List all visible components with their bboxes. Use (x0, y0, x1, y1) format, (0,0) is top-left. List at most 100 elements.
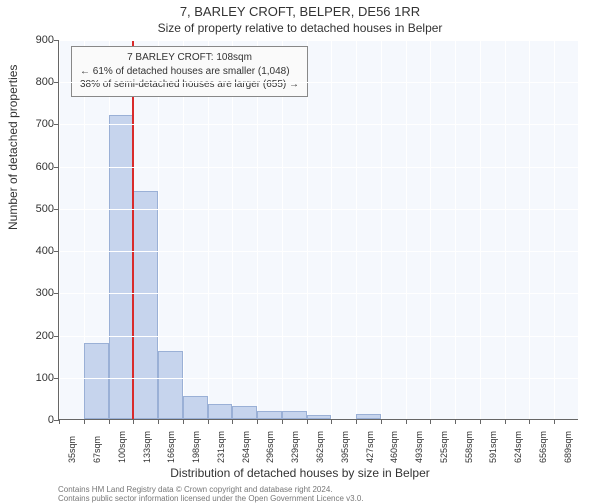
gridline-v (455, 40, 456, 419)
credits: Contains HM Land Registry data © Crown c… (58, 486, 364, 504)
xtick-mark (331, 419, 332, 424)
histogram-bar (84, 343, 109, 419)
xtick-mark (183, 419, 184, 424)
ytick-mark (54, 293, 59, 294)
gridline-v (406, 40, 407, 419)
xtick-label: 329sqm (290, 431, 300, 463)
xtick-mark (406, 419, 407, 424)
xtick-label: 198sqm (191, 431, 201, 463)
xtick-mark (505, 419, 506, 424)
gridline-h (59, 251, 578, 252)
gridline-v (257, 40, 258, 419)
ytick-label: 500 (14, 203, 54, 215)
gridline-v (505, 40, 506, 419)
xtick-label: 362sqm (315, 431, 325, 463)
xtick-label: 231sqm (216, 431, 226, 463)
xtick-mark (158, 419, 159, 424)
xtick-label: 35sqm (67, 436, 77, 463)
gridline-v (232, 40, 233, 419)
xtick-label: 100sqm (117, 431, 127, 463)
ytick-mark (54, 124, 59, 125)
reference-line (132, 40, 134, 419)
histogram-bar (307, 415, 332, 419)
histogram-bar (282, 411, 307, 419)
ytick-mark (54, 209, 59, 210)
xtick-mark (282, 419, 283, 424)
ytick-mark (54, 82, 59, 83)
histogram-bar (158, 351, 183, 419)
xtick-label: 296sqm (265, 431, 275, 463)
credit-line2: Contains public sector information licen… (58, 495, 364, 504)
xtick-mark (208, 419, 209, 424)
ytick-label: 700 (14, 118, 54, 130)
xtick-mark (84, 419, 85, 424)
xtick-label: 133sqm (142, 431, 152, 463)
xtick-mark (59, 419, 60, 424)
histogram-bar (183, 396, 208, 419)
histogram-bar (257, 411, 282, 419)
ytick-mark (54, 40, 59, 41)
gridline-h (59, 40, 578, 41)
ytick-label: 800 (14, 76, 54, 88)
infobox-line2: ← 61% of detached houses are smaller (1,… (80, 65, 299, 79)
gridline-v (331, 40, 332, 419)
xtick-label: 67sqm (92, 436, 102, 463)
gridline-h (59, 378, 578, 379)
ytick-mark (54, 378, 59, 379)
gridline-v (183, 40, 184, 419)
xtick-mark (430, 419, 431, 424)
ytick-label: 0 (14, 414, 54, 426)
infobox-line1: 7 BARLEY CROFT: 108sqm (80, 51, 299, 65)
gridline-v (554, 40, 555, 419)
gridline-v (282, 40, 283, 419)
x-axis-label: Distribution of detached houses by size … (0, 466, 600, 480)
xtick-label: 558sqm (464, 431, 474, 463)
ytick-mark (54, 167, 59, 168)
gridline-h (59, 293, 578, 294)
xtick-mark (529, 419, 530, 424)
xtick-mark (381, 419, 382, 424)
gridline-v (59, 40, 60, 419)
plot-area: 7 BARLEY CROFT: 108sqm ← 61% of detached… (58, 40, 578, 420)
gridline-v (430, 40, 431, 419)
xtick-label: 525sqm (439, 431, 449, 463)
chart-container: 7, BARLEY CROFT, BELPER, DE56 1RR Size o… (0, 0, 600, 500)
histogram-bar (232, 406, 257, 419)
gridline-v (381, 40, 382, 419)
gridline-v (356, 40, 357, 419)
infobox-line3: 38% of semi-detached houses are larger (… (80, 78, 299, 92)
histogram-bar (208, 404, 233, 419)
gridline-h (59, 209, 578, 210)
chart-title: 7, BARLEY CROFT, BELPER, DE56 1RR (0, 4, 600, 19)
ytick-mark (54, 336, 59, 337)
xtick-label: 689sqm (563, 431, 573, 463)
ytick-label: 400 (14, 245, 54, 257)
gridline-h (59, 124, 578, 125)
xtick-mark (232, 419, 233, 424)
gridline-v (480, 40, 481, 419)
xtick-mark (356, 419, 357, 424)
ytick-label: 600 (14, 161, 54, 173)
xtick-label: 591sqm (488, 431, 498, 463)
ytick-mark (54, 251, 59, 252)
gridline-h (59, 167, 578, 168)
xtick-label: 264sqm (241, 431, 251, 463)
xtick-label: 395sqm (340, 431, 350, 463)
histogram-bar (356, 414, 381, 419)
xtick-label: 460sqm (389, 431, 399, 463)
ytick-label: 100 (14, 372, 54, 384)
infobox: 7 BARLEY CROFT: 108sqm ← 61% of detached… (71, 46, 308, 97)
gridline-v (208, 40, 209, 419)
xtick-label: 624sqm (513, 431, 523, 463)
xtick-mark (554, 419, 555, 424)
xtick-label: 166sqm (166, 431, 176, 463)
ytick-label: 200 (14, 330, 54, 342)
ytick-label: 900 (14, 34, 54, 46)
xtick-mark (480, 419, 481, 424)
xtick-label: 493sqm (414, 431, 424, 463)
xtick-mark (257, 419, 258, 424)
gridline-h (59, 82, 578, 83)
histogram-bar (133, 191, 158, 419)
xtick-mark (109, 419, 110, 424)
xtick-mark (133, 419, 134, 424)
